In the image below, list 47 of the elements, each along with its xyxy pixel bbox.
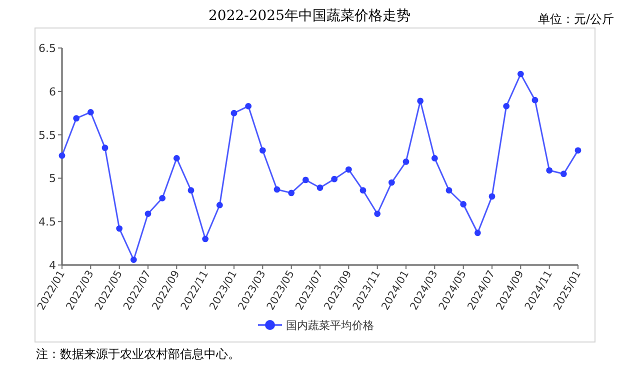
chart-title: 2022-2025年中国蔬菜价格走势 <box>208 8 410 24</box>
legend-label: 国内蔬菜平均价格 <box>286 319 374 332</box>
point <box>360 187 366 194</box>
y-tick-label: 6.5 <box>38 42 56 55</box>
point <box>102 144 108 152</box>
point <box>431 155 438 162</box>
y-tick-label: 5 <box>49 172 56 186</box>
point <box>560 170 567 178</box>
point <box>245 102 252 110</box>
text: 单位：元/公斤 <box>538 12 614 26</box>
point <box>87 109 94 116</box>
point <box>116 225 123 232</box>
point <box>488 193 496 200</box>
point <box>345 166 352 173</box>
point <box>503 102 510 110</box>
point <box>159 194 166 202</box>
point <box>288 190 295 196</box>
point <box>316 184 324 191</box>
point <box>188 187 194 194</box>
point <box>302 176 309 184</box>
point <box>173 155 180 162</box>
point <box>546 167 553 174</box>
point <box>144 210 152 217</box>
point <box>574 147 582 154</box>
y-tick-label: 4.5 <box>38 216 56 229</box>
point <box>259 147 266 154</box>
point <box>532 96 538 104</box>
point <box>130 256 137 263</box>
point <box>216 202 223 208</box>
y-tick-label: 6 <box>49 85 56 98</box>
point <box>58 152 66 159</box>
point <box>388 179 395 186</box>
point <box>402 158 410 165</box>
point <box>460 201 467 208</box>
y-tick-label: 4 <box>49 259 56 272</box>
point <box>274 186 280 193</box>
text: 注：数据来源于农业农村部信息中心。 <box>36 347 240 361</box>
point <box>73 115 80 122</box>
point <box>331 176 338 182</box>
point <box>230 110 238 116</box>
point <box>474 230 481 236</box>
point <box>446 187 452 194</box>
point <box>374 210 381 217</box>
point <box>202 236 209 242</box>
point <box>417 98 424 104</box>
point <box>517 70 524 78</box>
y-tick-label: 5.5 <box>38 128 56 142</box>
